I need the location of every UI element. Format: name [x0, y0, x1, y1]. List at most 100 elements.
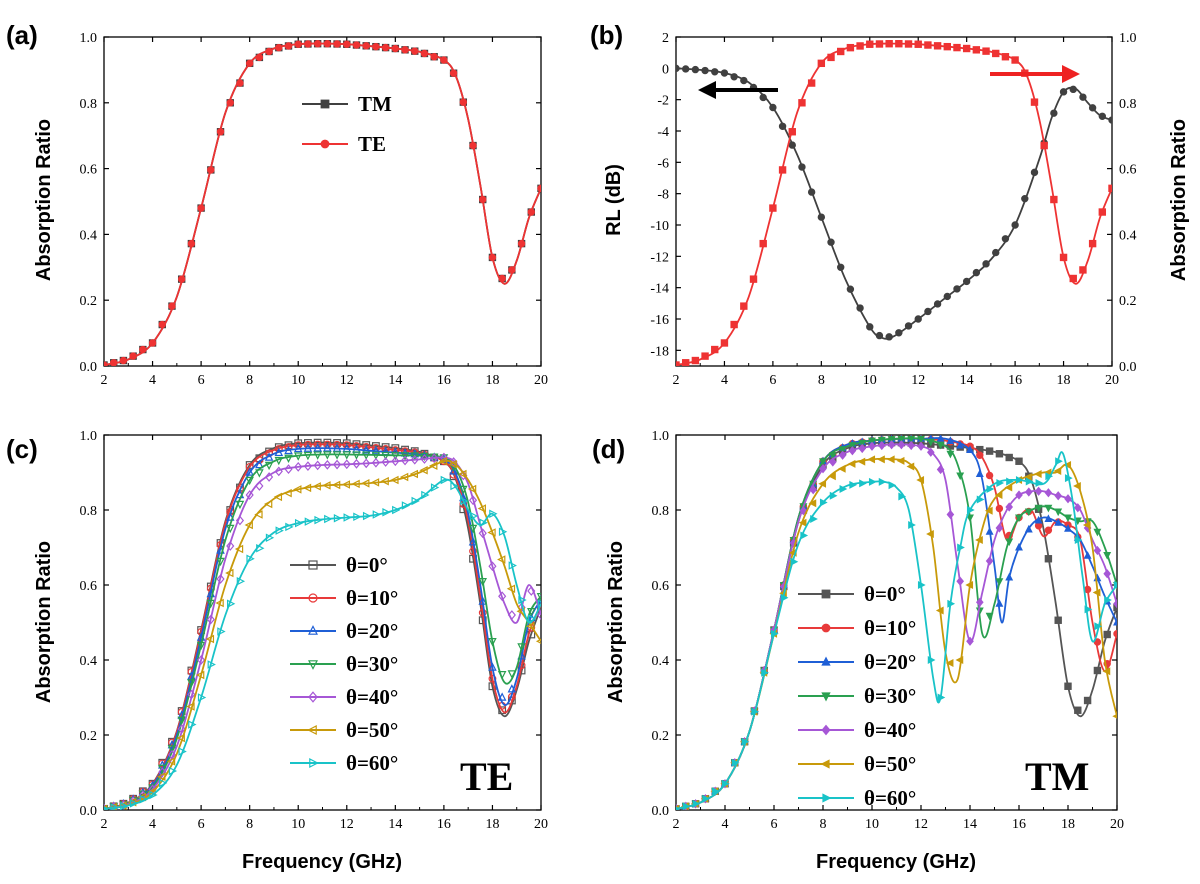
x-tick-label: 20 — [1110, 817, 1124, 832]
x-tick-label: 18 — [1057, 373, 1071, 388]
data-point — [507, 684, 517, 693]
x-tick-label: 18 — [485, 817, 499, 832]
data-point — [536, 610, 541, 620]
data-point — [411, 47, 419, 55]
panel-b-ylabel: RL (dB) — [603, 164, 625, 236]
data-point — [720, 69, 729, 77]
data-point — [976, 495, 985, 504]
data-point — [274, 466, 283, 477]
data-point — [681, 65, 690, 73]
data-point — [906, 462, 915, 471]
data-point — [148, 339, 157, 347]
data-point — [1011, 56, 1019, 64]
data-point — [888, 481, 897, 490]
data-point — [275, 43, 283, 52]
data-point — [992, 248, 1000, 257]
data-point — [837, 464, 846, 473]
data-point — [341, 480, 351, 489]
data-point — [788, 141, 796, 149]
data-point — [1050, 195, 1058, 204]
y-tick-label: -16 — [650, 313, 669, 328]
data-point — [294, 461, 303, 472]
x-tick-label: 16 — [1012, 817, 1026, 832]
data-point — [1015, 476, 1024, 484]
x-tick-label: 8 — [820, 817, 827, 832]
data-point — [488, 638, 497, 647]
data-point — [197, 204, 205, 212]
data-point — [353, 512, 362, 522]
data-point — [1024, 524, 1033, 533]
data-point — [285, 522, 294, 532]
data-point — [158, 320, 166, 329]
data-point — [807, 188, 816, 196]
data-point — [1064, 524, 1072, 532]
data-point — [478, 596, 488, 605]
panel-a-plot: 2 4 6 8 10 12 14 16 18 20 0.0 0.2 0.4 0.6 0.8 1.0 TM TE — [80, 31, 549, 388]
data-point — [225, 568, 234, 578]
legend-label: θ=40° — [864, 718, 916, 742]
x-tick-label: 12 — [914, 817, 928, 832]
data-point — [351, 479, 360, 489]
legend-label: θ=50° — [864, 752, 916, 776]
data-point — [985, 447, 994, 455]
data-point — [995, 523, 1004, 533]
legend-marker — [308, 593, 318, 603]
legend: TM TE — [302, 92, 392, 156]
y-tick-label: 0.2 — [80, 729, 98, 744]
data-point — [1005, 572, 1014, 581]
data-point — [730, 320, 738, 329]
data-point — [936, 441, 945, 450]
x-tick-label: 2 — [673, 373, 680, 388]
x-tick-label: 6 — [769, 373, 776, 388]
panel-d-label: (d) — [592, 434, 625, 464]
data-point — [1113, 581, 1117, 589]
data-point — [992, 49, 1000, 58]
x-tick-label: 16 — [437, 373, 451, 388]
y-tick-label: 0.4 — [652, 654, 670, 669]
data-point — [265, 472, 274, 482]
data-point — [1055, 457, 1063, 466]
data-point — [1059, 253, 1068, 262]
data-point — [858, 443, 867, 454]
y-tick-label: -10 — [650, 219, 669, 234]
data-point — [527, 608, 536, 617]
panel-c-label: (c) — [6, 434, 38, 464]
data-point — [508, 561, 517, 570]
data-point — [1103, 630, 1111, 639]
data-point — [1079, 93, 1087, 101]
x-tick-label: 8 — [246, 373, 253, 388]
data-point — [227, 599, 236, 609]
data-point — [419, 465, 428, 475]
data-point — [1053, 467, 1062, 475]
y-tick-label: 1.0 — [652, 429, 670, 444]
data-point — [479, 195, 487, 204]
data-point — [1015, 542, 1023, 551]
x-tick-label: 12 — [340, 373, 354, 388]
data-point — [104, 806, 110, 810]
data-point — [275, 526, 284, 535]
data-point — [943, 42, 951, 51]
data-point — [866, 40, 874, 48]
legend-label: θ=40° — [346, 685, 398, 709]
data-point — [936, 464, 945, 475]
data-point — [468, 524, 478, 534]
data-point — [962, 277, 971, 286]
data-point — [846, 285, 855, 293]
data-point — [924, 307, 932, 316]
data-point — [995, 450, 1004, 458]
data-point — [778, 166, 787, 174]
data-point — [273, 492, 283, 502]
data-point — [996, 479, 1005, 487]
x-tick-label: 6 — [771, 817, 778, 832]
panel-d-xlabel: Frequency (GHz) — [816, 851, 976, 873]
data-point — [527, 586, 536, 596]
data-point — [692, 799, 701, 808]
data-point — [908, 521, 916, 529]
data-point — [303, 443, 313, 452]
data-point — [749, 275, 758, 283]
data-point — [157, 764, 167, 774]
data-point — [947, 599, 956, 608]
data-point — [526, 621, 535, 631]
data-point — [478, 608, 487, 617]
data-point — [391, 456, 400, 467]
